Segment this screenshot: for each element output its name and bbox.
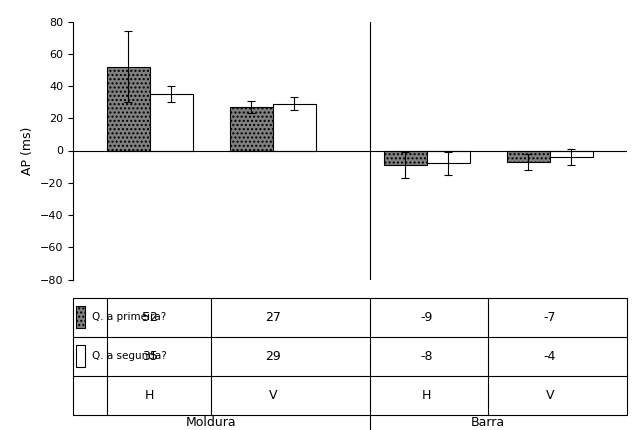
Bar xyxy=(549,150,593,157)
Text: H: H xyxy=(145,389,154,402)
Text: V: V xyxy=(268,389,277,402)
Text: -4: -4 xyxy=(544,350,556,363)
Bar xyxy=(427,150,470,163)
Bar xyxy=(150,94,193,150)
Text: 35: 35 xyxy=(142,350,158,363)
Bar xyxy=(106,67,150,150)
Text: -7: -7 xyxy=(544,310,556,324)
Text: 27: 27 xyxy=(265,310,281,324)
Text: H: H xyxy=(422,389,431,402)
Bar xyxy=(75,345,85,367)
Y-axis label: AP (ms): AP (ms) xyxy=(21,126,34,175)
Text: V: V xyxy=(546,389,554,402)
Text: -8: -8 xyxy=(420,350,433,363)
Bar xyxy=(75,306,85,328)
Bar xyxy=(73,298,627,415)
Bar xyxy=(384,150,427,165)
Bar xyxy=(273,104,316,150)
Text: -9: -9 xyxy=(420,310,433,324)
Bar xyxy=(230,107,273,150)
Text: Q. a primeira?: Q. a primeira? xyxy=(92,312,166,322)
Text: 52: 52 xyxy=(142,310,158,324)
Text: Moldura: Moldura xyxy=(186,416,237,429)
Text: 29: 29 xyxy=(265,350,280,363)
Text: Barra: Barra xyxy=(471,416,505,429)
Bar xyxy=(506,150,549,162)
Text: Q. a segunda?: Q. a segunda? xyxy=(92,351,166,361)
